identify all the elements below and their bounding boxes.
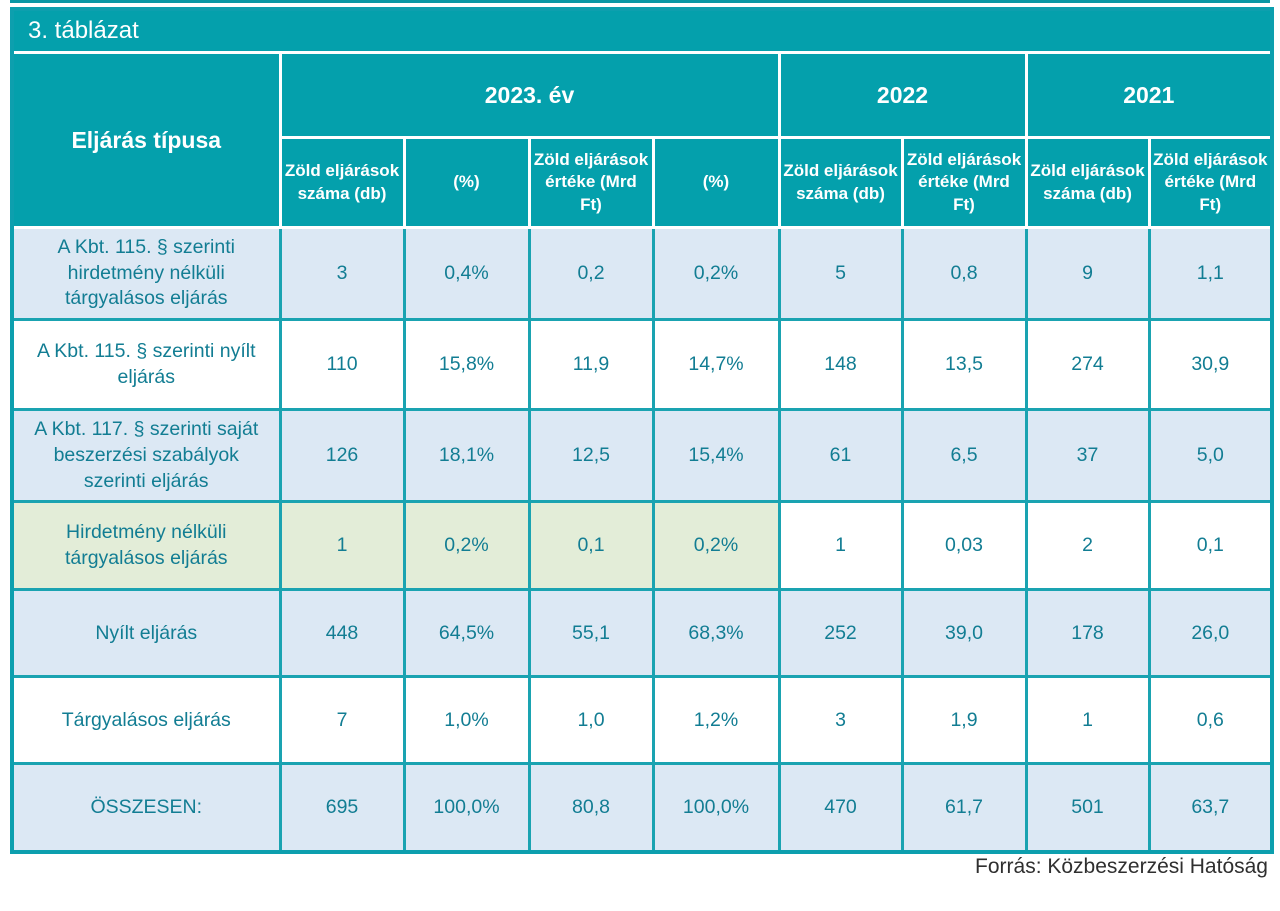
row-label: Tárgyalásos eljárás — [10, 675, 282, 766]
cell: 274 — [1024, 318, 1151, 412]
cell: 470 — [777, 762, 904, 854]
row-label: A Kbt. 117. § szerinti saját beszerzési … — [10, 408, 282, 504]
cell: 178 — [1024, 588, 1151, 679]
cell: 61 — [777, 408, 904, 504]
table-row-osszesen: ÖSSZESEN: 695 100,0% 80,8 100,0% 470 61,… — [10, 762, 1274, 854]
cell: 68,3% — [651, 588, 781, 679]
cell: 0,8 — [900, 225, 1028, 322]
col-header-2023-value: Zöld eljárások értéke (Mrd Ft) — [527, 136, 655, 229]
year-group-row: Eljárás típusa 2023. év 2022 2021 — [10, 51, 1274, 229]
green-procurement-table: 3. táblázat Eljárás típusa 2023. év 2022… — [10, 7, 1275, 854]
title-row: 3. táblázat — [10, 7, 1274, 54]
table-row-kbt115-nyilt: A Kbt. 115. § szerinti nyílt eljárás 110… — [10, 318, 1274, 412]
cell: 2 — [1024, 500, 1151, 592]
cell: 9 — [1024, 225, 1151, 322]
cell: 18,1% — [402, 408, 531, 504]
cell: 5 — [777, 225, 904, 322]
col-header-2021-count: Zöld eljárások száma (db) — [1024, 136, 1151, 229]
table-row-targyalasos-eljaras: Tárgyalásos eljárás 7 1,0% 1,0 1,2% 3 1,… — [10, 675, 1274, 766]
cell: 5,0 — [1147, 408, 1274, 504]
row-label: A Kbt. 115. § szerinti hirdetmény nélkül… — [10, 225, 282, 322]
table-body: A Kbt. 115. § szerinti hirdetmény nélkül… — [10, 225, 1274, 854]
cell: 15,8% — [402, 318, 531, 412]
col-header-2021-value: Zöld eljárások értéke (Mrd Ft) — [1147, 136, 1274, 229]
cell: 64,5% — [402, 588, 531, 679]
cell: 39,0 — [900, 588, 1028, 679]
procedure-type-header: Eljárás típusa — [10, 51, 282, 229]
cell: 26,0 — [1147, 588, 1274, 679]
cell: 30,9 — [1147, 318, 1274, 412]
row-label: A Kbt. 115. § szerinti nyílt eljárás — [10, 318, 282, 412]
year-header-2021: 2021 — [1024, 51, 1274, 139]
cell: 0,2% — [651, 225, 781, 322]
cell: 1,0% — [402, 675, 531, 766]
cell: 501 — [1024, 762, 1151, 854]
cell: 0,2% — [402, 500, 531, 592]
col-header-2023-count-pct: (%) — [402, 136, 531, 229]
subheader-row: Zöld eljárások száma (db) (%) Zöld eljár… — [12, 136, 1274, 229]
cell: 7 — [278, 675, 406, 766]
table-row-nyilt-eljaras: Nyílt eljárás 448 64,5% 55,1 68,3% 252 3… — [10, 588, 1274, 679]
year-header-2023: 2023. év — [278, 51, 781, 139]
table-row-hirdetmeny-nelkuli-targyalasos: Hirdetmény nélküli tárgyalásos eljárás 1… — [10, 500, 1274, 592]
col-header-2023-value-pct: (%) — [651, 136, 781, 229]
row-label: Nyílt eljárás — [10, 588, 282, 679]
cell: 14,7% — [651, 318, 781, 412]
cell: 0,4% — [402, 225, 531, 322]
source-attribution: Forrás: Közbeszerzési Hatóság — [975, 855, 1268, 878]
cell: 63,7 — [1147, 762, 1274, 854]
col-header-2023-count: Zöld eljárások száma (db) — [278, 136, 406, 229]
cell: 1 — [1024, 675, 1151, 766]
table-row-kbt115-hirdetmeny-nelkuli: A Kbt. 115. § szerinti hirdetmény nélkül… — [10, 225, 1274, 322]
cell: 11,9 — [527, 318, 655, 412]
year-header-2022: 2022 — [777, 51, 1028, 139]
cell: 37 — [1024, 408, 1151, 504]
cell: 0,03 — [900, 500, 1028, 592]
cell: 3 — [777, 675, 904, 766]
cell: 100,0% — [651, 762, 781, 854]
cell: 0,1 — [1147, 500, 1274, 592]
cell: 1 — [777, 500, 904, 592]
top-divider-line — [10, 0, 1270, 3]
cell: 6,5 — [900, 408, 1028, 504]
col-header-2022-count: Zöld eljárások száma (db) — [777, 136, 904, 229]
cell: 252 — [777, 588, 904, 679]
cell: 1,0 — [527, 675, 655, 766]
cell: 1,1 — [1147, 225, 1274, 322]
cell: 0,2 — [527, 225, 655, 322]
row-label: ÖSSZESEN: — [10, 762, 282, 854]
col-header-2022-value: Zöld eljárások értéke (Mrd Ft) — [900, 136, 1028, 229]
cell: 0,1 — [527, 500, 655, 592]
cell: 0,2% — [651, 500, 781, 592]
cell: 100,0% — [402, 762, 531, 854]
table-title: 3. táblázat — [10, 7, 1274, 54]
cell: 0,6 — [1147, 675, 1274, 766]
cell: 1,9 — [900, 675, 1028, 766]
table-row-kbt117-sajat-szabalyok: A Kbt. 117. § szerinti saját beszerzési … — [10, 408, 1274, 504]
cell: 110 — [278, 318, 406, 412]
cell: 13,5 — [900, 318, 1028, 412]
cell: 55,1 — [527, 588, 655, 679]
cell: 80,8 — [527, 762, 655, 854]
cell: 126 — [278, 408, 406, 504]
cell: 61,7 — [900, 762, 1028, 854]
cell: 15,4% — [651, 408, 781, 504]
row-label: Hirdetmény nélküli tárgyalásos eljárás — [10, 500, 282, 592]
cell: 1,2% — [651, 675, 781, 766]
cell: 695 — [278, 762, 406, 854]
cell: 12,5 — [527, 408, 655, 504]
cell: 448 — [278, 588, 406, 679]
table-header: 3. táblázat Eljárás típusa 2023. év 2022… — [10, 7, 1274, 229]
cell: 148 — [777, 318, 904, 412]
cell: 3 — [278, 225, 406, 322]
cell: 1 — [278, 500, 406, 592]
